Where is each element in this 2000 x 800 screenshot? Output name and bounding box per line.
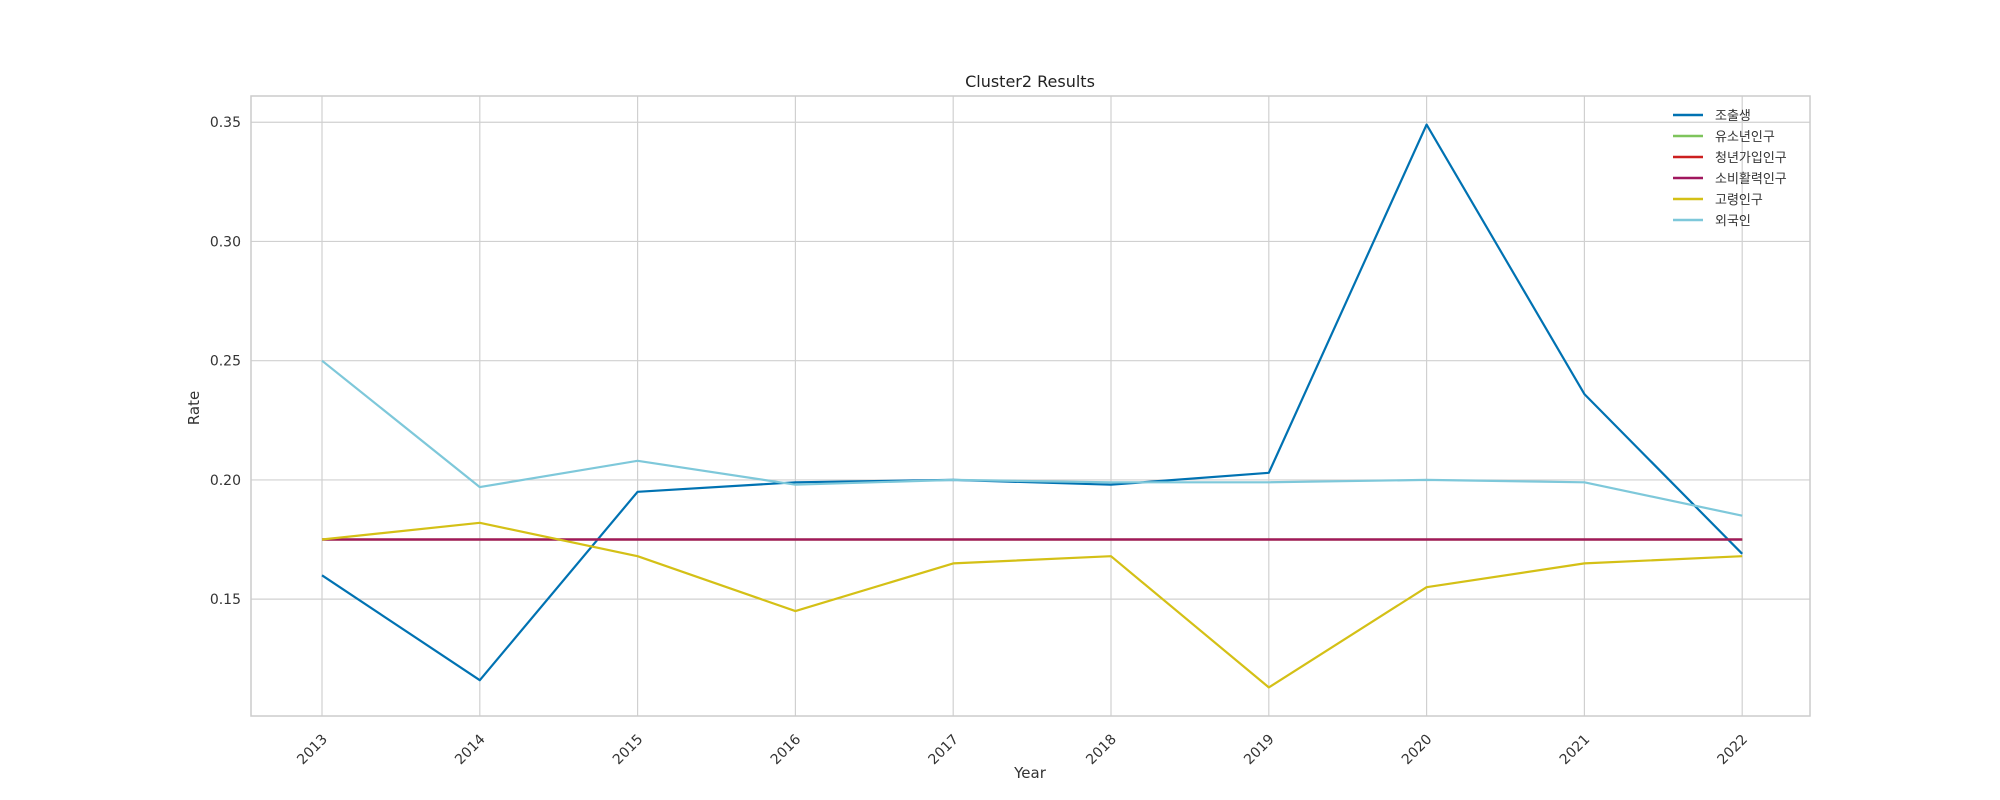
y-tick-label: 0.25	[210, 354, 241, 370]
x-tick-label: 2015	[610, 732, 647, 769]
legend-label: 고령인구	[1715, 193, 1763, 208]
x-axis-label: Year	[1013, 764, 1047, 782]
y-tick-label: 0.15	[210, 592, 241, 608]
grid-lines	[251, 96, 1810, 716]
chart-title: Cluster2 Results	[965, 72, 1095, 91]
legend-label: 청년가입인구	[1715, 151, 1787, 166]
legend-label: 조출생	[1715, 109, 1751, 124]
legend-label: 외국인	[1715, 214, 1751, 229]
x-tick-label: 2019	[1241, 732, 1278, 769]
x-tick-label: 2022	[1715, 732, 1752, 769]
x-tick-label: 2014	[452, 731, 489, 768]
y-tick-labels: 0.15 0.20 0.25 0.30 0.35	[210, 115, 241, 608]
plot-frame	[250, 95, 1811, 717]
x-tick-label: 2021	[1557, 732, 1594, 769]
x-tick-label: 2020	[1399, 732, 1436, 769]
x-tick-label: 2013	[294, 732, 331, 769]
series-lines	[321, 123, 1743, 689]
y-tick-label: 0.35	[210, 115, 241, 131]
x-tick-labels: 2013 2014 2015 2016 2017 2018 2019 2020 2021 2022	[294, 731, 1751, 768]
y-tick-label: 0.20	[210, 473, 241, 489]
y-tick-label: 0.30	[210, 234, 241, 250]
y-axis-label: Rate	[185, 391, 203, 425]
series-line-5	[321, 521, 1743, 689]
x-tick-label: 2017	[926, 732, 963, 769]
x-tick-label: 2016	[768, 731, 805, 768]
series-line-1	[321, 123, 1743, 682]
legend-label: 소비활력인구	[1715, 172, 1787, 187]
series-line-6	[321, 359, 1743, 517]
legend-label: 유소년인구	[1715, 130, 1775, 145]
x-tick-label: 2018	[1083, 732, 1120, 769]
